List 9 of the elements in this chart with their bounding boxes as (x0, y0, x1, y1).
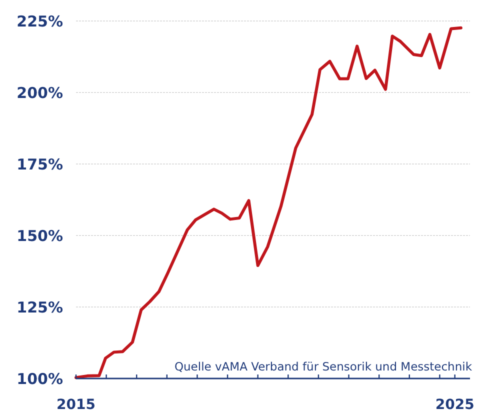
y-tick-label: 125% (16, 298, 63, 316)
y-tick-label: 200% (16, 84, 63, 102)
annotation: Quelle vAMA Verband für Sensorik und Messtechnik (174, 360, 472, 374)
y-tick-label: 225% (16, 12, 63, 30)
x-tick-label: 2025 (435, 397, 474, 413)
y-tick-label: 100% (16, 370, 63, 388)
y-tick-label: 150% (16, 227, 63, 245)
x-tick-label: 2015 (56, 397, 96, 413)
y-tick-label: 175% (16, 156, 63, 174)
